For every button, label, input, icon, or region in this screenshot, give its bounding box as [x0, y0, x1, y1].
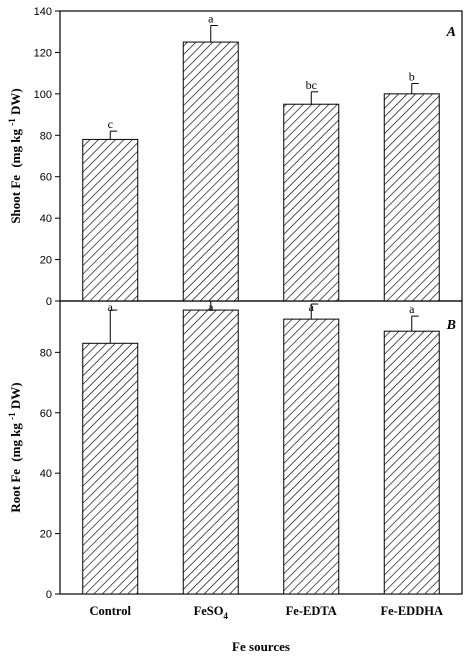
- significance-letter: bc: [306, 78, 317, 92]
- y-title-unit-post: DW): [8, 88, 23, 115]
- significance-letter: a: [409, 302, 415, 316]
- significance-letter: a: [309, 300, 315, 314]
- panel-label-b: B: [446, 318, 456, 333]
- y-tick-label: 100: [34, 89, 52, 101]
- significance-letter: a: [108, 300, 114, 314]
- bar-feso4: [182, 41, 239, 302]
- y-tick-label: 60: [40, 408, 52, 420]
- significance-letter: c: [108, 117, 113, 131]
- y-tick-label: 0: [46, 296, 52, 308]
- y-title-unit-sup: -1: [7, 412, 17, 420]
- y-tick-label: 120: [34, 47, 52, 59]
- y-tick-label: 0: [46, 589, 52, 601]
- shoot-fe-bars: c a bc b: [82, 12, 440, 302]
- significance-letter: a: [208, 300, 214, 314]
- x-axis-categories: Control FeSO4 Fe-EDTA Fe-EDDHA: [90, 604, 443, 621]
- bar-control: [82, 342, 139, 595]
- significance-letter: b: [409, 70, 415, 84]
- y-title-unit-sup: -1: [7, 118, 17, 126]
- y-tick-label: 20: [40, 255, 52, 267]
- x-tick-label-control: Control: [90, 604, 132, 618]
- root-fe-plot-frame: [59, 300, 463, 595]
- x-tick-label-fe-edta: Fe-EDTA: [286, 604, 337, 618]
- shoot-fe-y-axis-title: Shoot Fe (mg kg -1 DW): [3, 88, 23, 223]
- y-tick-label: 80: [40, 130, 52, 142]
- root-fe-y-axis: 0 20 40 60 80: [40, 347, 60, 601]
- y-title-main: Shoot Fe: [8, 175, 23, 224]
- x-axis-title: Fe sources: [232, 639, 290, 654]
- root-fe-panel: 0 20 40 60 80 a a a a B Root Fe (mg kg -1 DW): [3, 300, 463, 601]
- panel-label-a: A: [446, 25, 456, 40]
- y-tick-label: 40: [40, 468, 52, 480]
- shoot-fe-panel: 0 20 40 60 80 100 120 140 c a bc b A Shoot Fe (mg …: [3, 6, 463, 308]
- y-tick-label: 60: [40, 172, 52, 184]
- bar-control: [82, 138, 139, 302]
- shoot-fe-y-axis: 0 20 40 60 80 100 120 140: [34, 6, 60, 308]
- y-tick-label: 20: [40, 529, 52, 541]
- y-title-unit-pre: (mg kg: [8, 423, 23, 462]
- y-title-unit-pre: (mg kg: [8, 129, 23, 168]
- bar-fe-eddha: [383, 330, 440, 595]
- bar-fe-edta: [283, 318, 340, 595]
- significance-letter: a: [208, 12, 214, 26]
- bar-feso4: [182, 309, 239, 595]
- y-tick-label: 140: [34, 6, 52, 18]
- y-title-main: Root Fe: [8, 469, 23, 513]
- y-title-unit-post: DW): [8, 382, 23, 409]
- bar-fe-eddha: [383, 93, 440, 302]
- y-tick-label: 80: [40, 347, 52, 359]
- bar-fe-edta: [283, 103, 340, 302]
- x-tick-label-feso4: FeSO4: [194, 604, 229, 621]
- root-fe-y-axis-title: Root Fe (mg kg -1 DW): [3, 382, 23, 512]
- x-tick-label-fe-eddha: Fe-EDDHA: [381, 604, 444, 618]
- y-tick-label: 40: [40, 213, 52, 225]
